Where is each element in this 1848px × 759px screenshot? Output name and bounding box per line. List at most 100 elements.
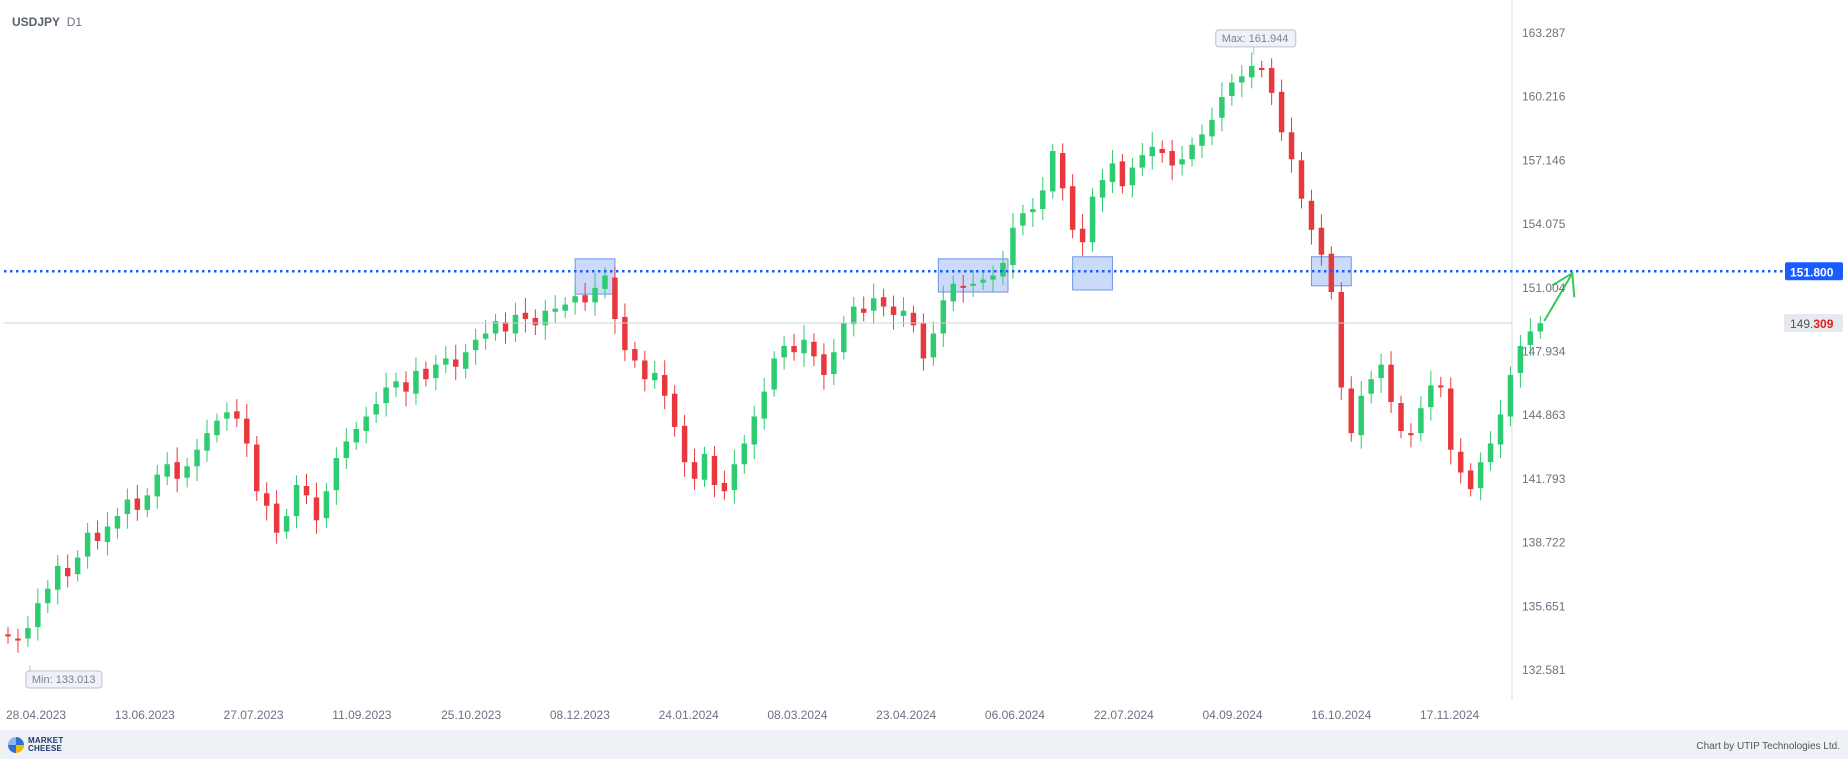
candle-body — [661, 375, 668, 396]
candle-body — [1010, 227, 1016, 266]
candle-body — [1328, 253, 1335, 293]
x-tick-label: 22.07.2024 — [1094, 708, 1154, 722]
candle-body — [602, 275, 608, 289]
candle-body — [423, 368, 429, 380]
x-tick-label: 27.07.2023 — [224, 708, 284, 722]
y-tick-label: 160.216 — [1522, 90, 1566, 104]
candle-body — [174, 462, 180, 479]
candle-body — [45, 588, 51, 604]
candle-body — [1099, 180, 1106, 198]
candle-body — [323, 491, 330, 519]
y-tick-label: 138.722 — [1522, 536, 1566, 550]
candle-body — [154, 474, 160, 497]
candle-body — [751, 416, 757, 445]
overlays: 151.800 149.309 Max: 161.944 Min: 133.013 — [4, 29, 1843, 689]
current-price-text: 149.309 — [1790, 317, 1834, 331]
candle-body — [343, 441, 350, 459]
candle-body — [1139, 155, 1146, 168]
candle-body — [124, 499, 131, 515]
candle-body — [681, 425, 688, 463]
candle-body — [1428, 385, 1434, 408]
x-tick-label: 17.11.2024 — [1420, 708, 1479, 722]
candle-body — [701, 453, 708, 480]
candle-body — [512, 314, 519, 334]
candle-body — [1288, 132, 1295, 160]
candle-body — [1149, 146, 1155, 157]
level-price-text: 151.800 — [1790, 265, 1834, 279]
candle-body — [1219, 97, 1225, 118]
x-tick-label: 16.10.2024 — [1311, 708, 1371, 722]
candle-body — [383, 387, 389, 404]
candle-body — [1497, 414, 1504, 445]
x-tick-label: 25.10.2023 — [441, 708, 501, 722]
logo-line1: MARKET — [28, 736, 64, 745]
candle-body — [542, 310, 549, 326]
candle-body — [1487, 443, 1494, 463]
candle-body — [1209, 119, 1215, 137]
candle-body — [64, 567, 71, 577]
logo-icon — [8, 737, 24, 753]
candle-body — [1418, 408, 1424, 434]
candle-body — [293, 484, 300, 517]
candle-body — [184, 466, 190, 478]
footer-bar — [0, 730, 1848, 759]
candle-body — [333, 458, 340, 491]
candle-body — [462, 352, 469, 369]
logo-line2: CHEESE — [28, 744, 63, 753]
candle-body — [1467, 470, 1474, 490]
candle-body — [791, 345, 797, 353]
x-tick-label: 24.01.2024 — [659, 708, 719, 722]
candle-body — [393, 381, 399, 388]
candle-body — [1448, 388, 1454, 450]
x-tick-label: 11.09.2023 — [332, 708, 391, 722]
candle-body — [1059, 153, 1066, 189]
candle-body — [1527, 331, 1534, 345]
candle-body — [652, 372, 658, 381]
candle-body — [1189, 144, 1195, 160]
candle-body — [1179, 159, 1185, 165]
candle-body — [1159, 148, 1165, 154]
candle-body — [781, 345, 787, 358]
candle-body — [1050, 150, 1056, 192]
candle-body — [642, 360, 648, 380]
min-marker-box — [25, 670, 103, 689]
current-price-box — [1784, 313, 1843, 332]
candle-body — [890, 306, 897, 315]
chart-credit: Chart by UTIP Technologies Ltd. — [1696, 741, 1840, 752]
candle-body — [910, 312, 917, 326]
axes: 163.287 160.216 157.146 154.075 151.004 147.9… — [6, 26, 1566, 722]
candle-body — [1507, 375, 1514, 417]
candle-body — [353, 428, 359, 443]
candle-body — [1298, 160, 1305, 199]
candle-body — [960, 285, 966, 288]
candle-body — [771, 358, 777, 390]
candle-body — [990, 275, 996, 280]
candle-body — [592, 287, 598, 303]
candle-body — [502, 322, 509, 332]
candle-body — [1089, 196, 1096, 243]
min-marker-text: Min: 133.013 — [32, 674, 96, 686]
candle-body — [970, 283, 976, 286]
y-tick-label: 141.793 — [1522, 472, 1566, 486]
candle-body — [731, 464, 738, 491]
y-tick-label: 144.863 — [1522, 408, 1566, 422]
candle-body — [831, 352, 837, 374]
candle-body — [900, 310, 907, 316]
x-tick-label: 04.09.2024 — [1202, 708, 1262, 722]
candle-body — [1477, 462, 1484, 489]
candle-body — [721, 482, 728, 492]
candle-body — [1079, 228, 1086, 243]
level-price-label: 151.800 — [1785, 262, 1843, 281]
candle-body — [1348, 388, 1354, 434]
candle-body — [433, 364, 439, 379]
candle-body — [1268, 67, 1275, 93]
candle-body — [453, 359, 459, 367]
candle-body — [373, 404, 379, 415]
x-tick-label: 13.06.2023 — [115, 708, 175, 722]
max-marker-text: Max: 161.944 — [1222, 33, 1289, 45]
candle-body — [74, 557, 81, 575]
candle-body — [1040, 190, 1046, 210]
candle-body — [144, 495, 151, 510]
candle-body — [1457, 451, 1464, 473]
